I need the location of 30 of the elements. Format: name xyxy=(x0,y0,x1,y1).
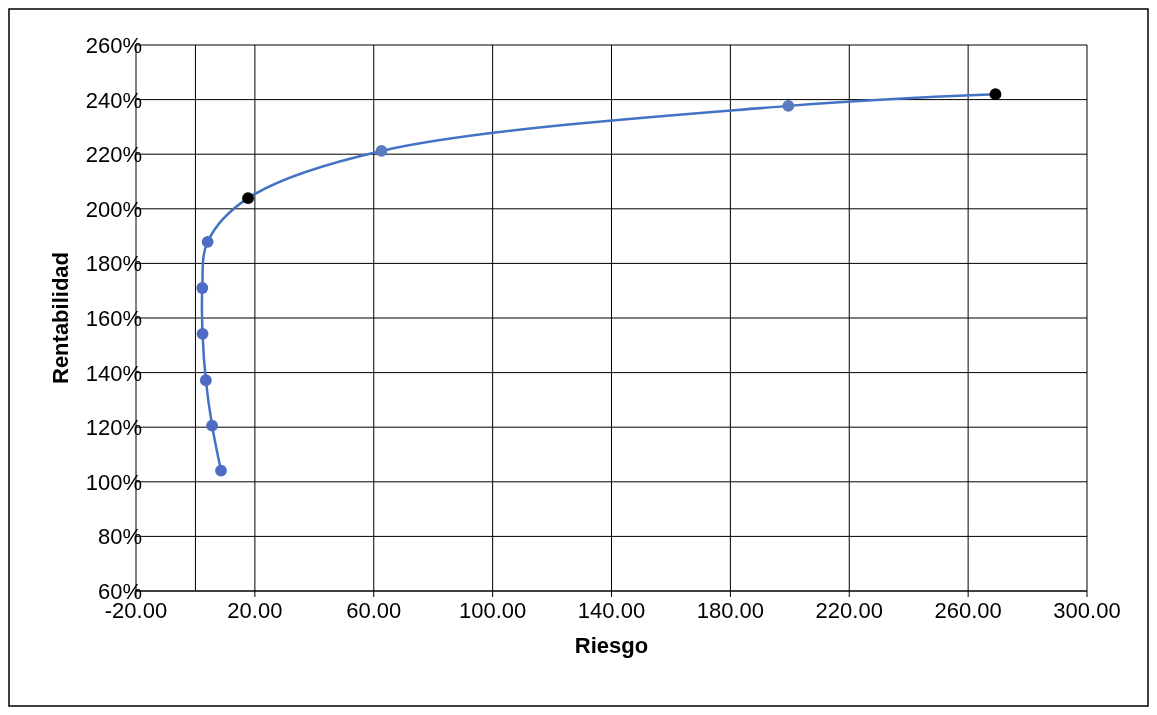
point xyxy=(196,282,209,294)
y-tick-label: 120% xyxy=(85,415,142,441)
point xyxy=(206,419,218,432)
y-tick-label: 260% xyxy=(85,33,142,58)
x-tick-label: 180.00 xyxy=(696,598,765,623)
point xyxy=(199,374,212,387)
point xyxy=(375,145,388,157)
point xyxy=(782,99,795,112)
x-tick-label: 140.00 xyxy=(577,598,646,623)
point xyxy=(989,88,1002,101)
y-axis-title: Rentabilidad xyxy=(48,251,73,385)
x-tick-label: 100.00 xyxy=(458,598,527,623)
point xyxy=(215,464,227,477)
point xyxy=(242,192,254,205)
y-tick-label: 160% xyxy=(85,306,142,331)
x-axis-title: Riesgo xyxy=(574,633,649,658)
x-tick-label: 220.00 xyxy=(815,598,883,623)
point xyxy=(196,327,209,340)
x-tick-label: 300.00 xyxy=(1053,598,1121,623)
y-tick-label: 100% xyxy=(85,469,142,495)
x-tick-label: 20.00 xyxy=(227,598,283,623)
y-tick-label: 220% xyxy=(85,142,142,168)
y-tick-label: 80% xyxy=(97,524,142,550)
point xyxy=(201,235,214,248)
y-tick-label: 140% xyxy=(85,360,142,386)
x-tick-label: 60.00 xyxy=(346,598,402,623)
y-tick-label: 240% xyxy=(85,87,142,113)
y-tick-label: 180% xyxy=(85,251,142,277)
x-tick-label: 260.00 xyxy=(934,598,1002,623)
y-tick-label: 200% xyxy=(85,196,142,222)
